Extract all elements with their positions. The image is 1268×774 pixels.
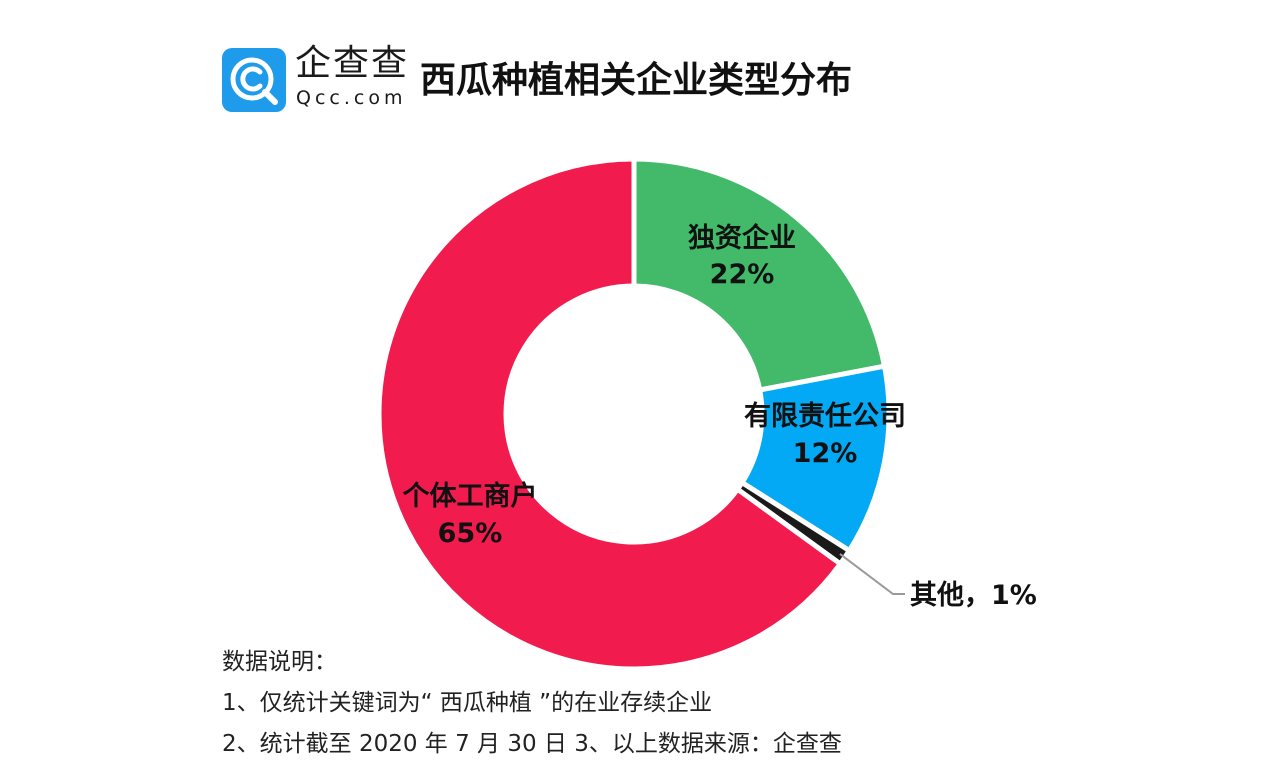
- label-other: 其他，1%: [910, 580, 1037, 611]
- data-notes: 数据说明： 1、仅统计关键词为“ 西瓜种植 ”的在业存续企业 2、统计截至 20…: [222, 642, 842, 765]
- slice-sole-proprietorship: [631, 156, 887, 393]
- brand-name-cn: 企查查: [295, 43, 410, 84]
- label-llc-value: 12%: [793, 438, 858, 469]
- leader-lines: [839, 553, 905, 595]
- logo-outer-ring: [230, 57, 274, 101]
- notes-line-1: 1、仅统计关键词为“ 西瓜种植 ”的在业存续企业: [222, 690, 713, 716]
- notes-line-2: 2、统计截至 2020 年 7 月 30 日 3、以上数据来源：企查查: [222, 731, 842, 757]
- label-sole-proprietorship-name: 独资企业: [688, 222, 796, 254]
- label-llc-name: 有限责任公司: [744, 401, 906, 432]
- label-individual-business-value: 65%: [438, 518, 503, 549]
- brand-name-en: Qcc.com: [296, 87, 407, 109]
- chart-title: 西瓜种植相关企业类型分布: [420, 60, 853, 101]
- label-sole-proprietorship-value: 22%: [710, 259, 775, 290]
- notes-heading: 数据说明：: [222, 649, 337, 675]
- slice-individual-business: [376, 156, 843, 672]
- label-individual-business-name: 个体工商户: [403, 480, 538, 512]
- logo-magnifier-handle: [262, 89, 278, 105]
- qcc-logo-icon: [222, 48, 286, 112]
- leader-line-other: [839, 553, 905, 595]
- donut-slices: [376, 156, 892, 672]
- logo-inner-c: [240, 66, 263, 92]
